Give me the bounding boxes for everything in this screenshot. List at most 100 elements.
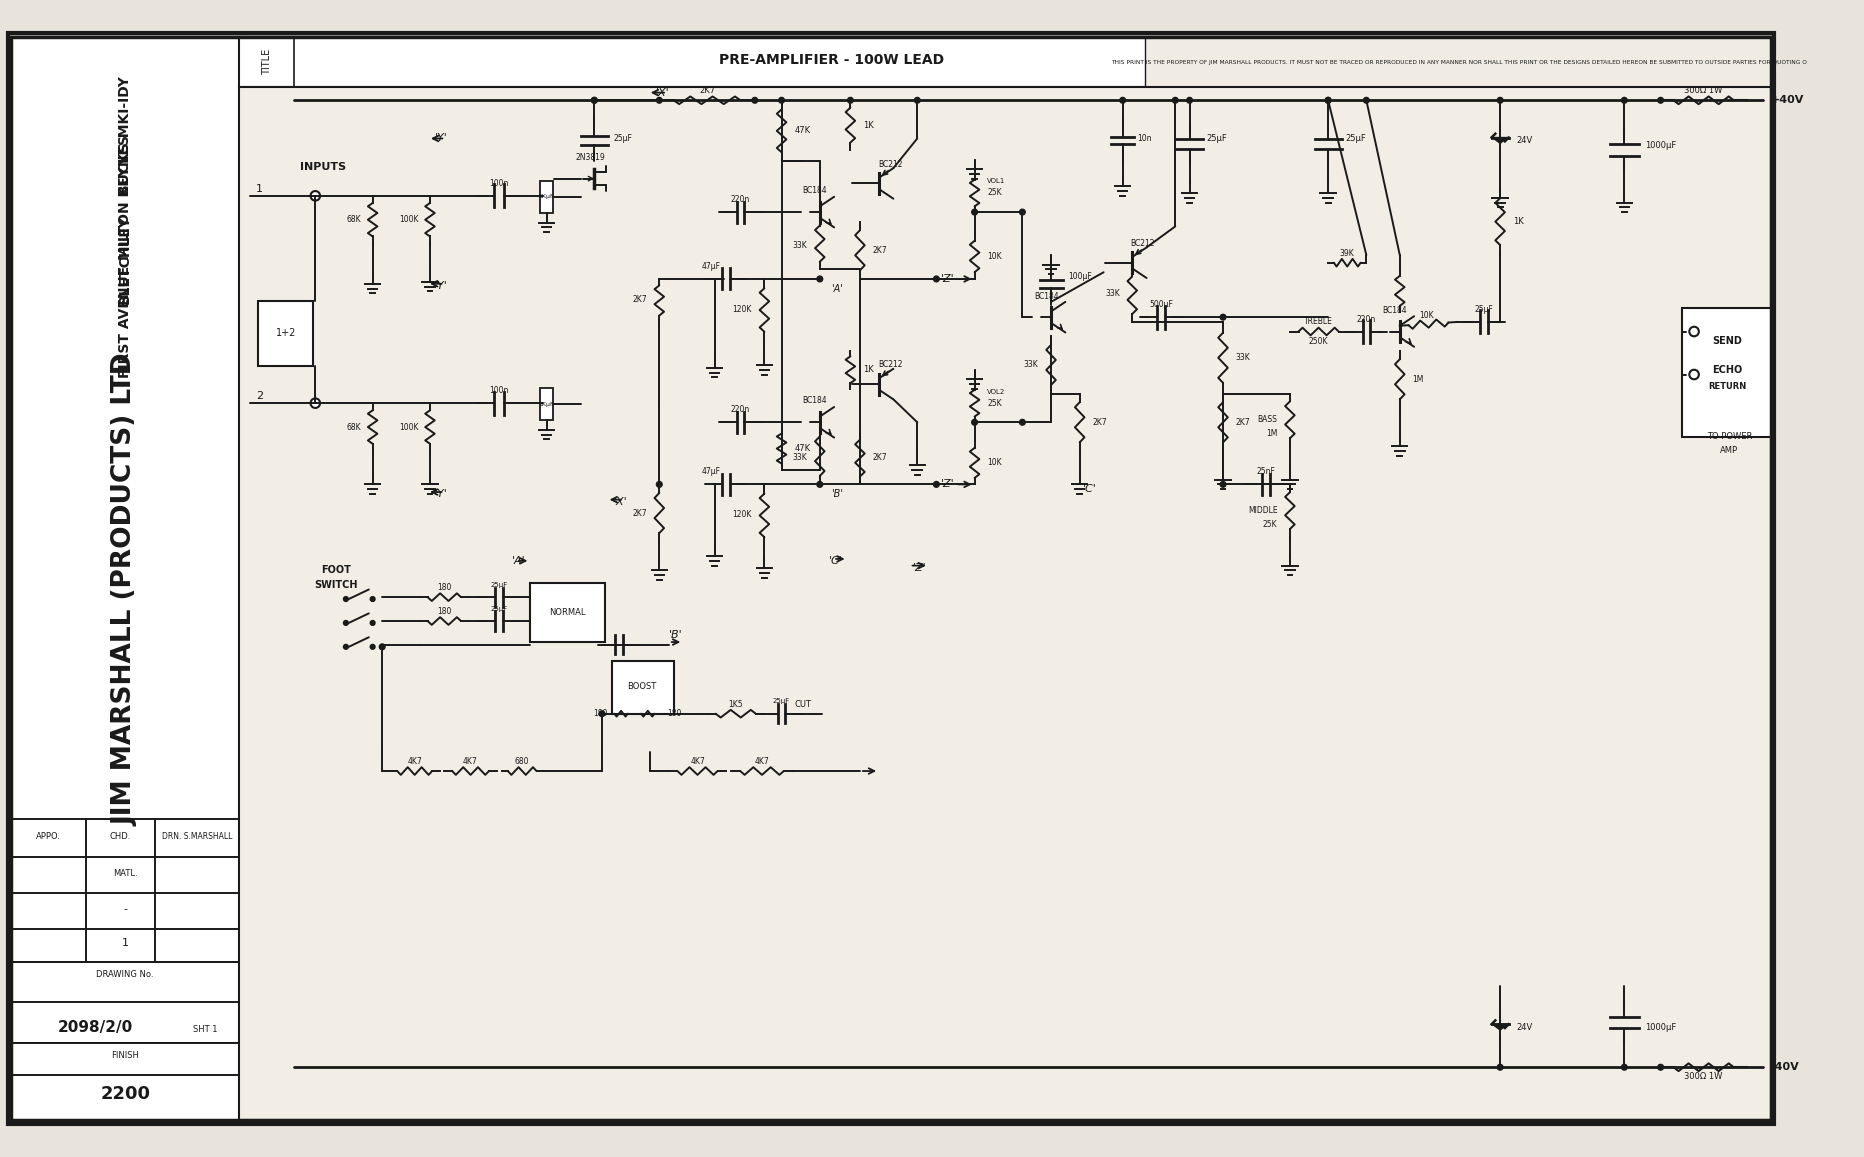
Text: BC212: BC212 <box>878 160 902 169</box>
Circle shape <box>311 398 321 408</box>
Text: 2K7: 2K7 <box>632 509 647 517</box>
Text: MATL.: MATL. <box>114 869 138 878</box>
Text: NORMAL: NORMAL <box>550 607 585 617</box>
Bar <box>539 180 554 213</box>
Text: 1+2: 1+2 <box>276 329 296 338</box>
Text: BLETCHLEY: BLETCHLEY <box>117 215 132 304</box>
Text: CUT: CUT <box>794 700 811 708</box>
Circle shape <box>1657 97 1663 103</box>
Text: 39K: 39K <box>1338 249 1353 258</box>
Circle shape <box>656 481 662 487</box>
Circle shape <box>1172 97 1178 103</box>
Text: 1000μF: 1000μF <box>1644 1023 1676 1032</box>
Text: 68K: 68K <box>347 422 362 432</box>
Text: 'X': 'X' <box>613 496 628 507</box>
Text: 2N3819: 2N3819 <box>576 153 606 162</box>
Circle shape <box>1689 326 1698 337</box>
Text: SEND: SEND <box>1711 336 1741 346</box>
Bar <box>239 87 1769 1120</box>
Circle shape <box>591 97 596 103</box>
Text: BC184: BC184 <box>1033 292 1059 301</box>
Circle shape <box>1497 1064 1502 1070</box>
Text: 2200: 2200 <box>101 1085 151 1103</box>
Text: 1K: 1K <box>863 366 872 374</box>
Text: 220n: 220n <box>731 196 749 204</box>
Text: 100μF: 100μF <box>1068 272 1092 281</box>
Text: 2K7: 2K7 <box>1092 418 1105 427</box>
Circle shape <box>816 481 822 487</box>
Bar <box>11 37 239 1120</box>
Text: BUCKS MKI-IDY: BUCKS MKI-IDY <box>117 76 132 196</box>
Circle shape <box>1020 209 1025 215</box>
Bar <box>539 388 554 420</box>
Text: 'B': 'B' <box>831 489 843 499</box>
Text: 180: 180 <box>436 583 451 592</box>
Text: THIS PRINT IS THE PROPERTY OF JIM MARSHALL PRODUCTS. IT MUST NOT BE TRACED OR RE: THIS PRINT IS THE PROPERTY OF JIM MARSHA… <box>1111 59 1806 65</box>
Text: -40V: -40V <box>1769 1062 1799 1073</box>
Text: 180: 180 <box>593 709 608 718</box>
Circle shape <box>378 644 384 650</box>
Text: RETURN: RETURN <box>1707 383 1747 391</box>
Text: DRAWING No.: DRAWING No. <box>97 970 155 979</box>
Text: 25μF: 25μF <box>1206 134 1227 143</box>
Circle shape <box>971 419 977 425</box>
Circle shape <box>371 620 375 625</box>
Text: 25K: 25K <box>1262 519 1277 529</box>
Text: 100n: 100n <box>488 179 509 187</box>
Text: BC184: BC184 <box>1381 305 1407 315</box>
Text: 100K: 100K <box>399 422 418 432</box>
Text: 25μF: 25μF <box>1344 134 1364 143</box>
Circle shape <box>1219 481 1225 487</box>
Circle shape <box>1186 97 1191 103</box>
Circle shape <box>311 191 321 200</box>
Circle shape <box>971 209 977 215</box>
Circle shape <box>343 597 349 602</box>
Text: 47K: 47K <box>794 443 811 452</box>
Text: 24V: 24V <box>1515 135 1532 145</box>
Text: 2K7: 2K7 <box>872 245 887 255</box>
Circle shape <box>934 277 939 282</box>
Text: 4K7: 4K7 <box>753 757 768 766</box>
Text: 2: 2 <box>255 391 263 401</box>
Bar <box>1144 37 1771 87</box>
Text: 250K: 250K <box>1309 337 1327 346</box>
Text: 1KμF: 1KμF <box>539 401 554 406</box>
Text: 220n: 220n <box>1355 315 1376 324</box>
Circle shape <box>656 97 662 103</box>
Text: 680: 680 <box>514 757 529 766</box>
Text: 25μF: 25μF <box>613 134 632 143</box>
Circle shape <box>913 97 919 103</box>
Text: 'Y': 'Y' <box>434 281 447 290</box>
Text: 10K: 10K <box>986 252 1001 261</box>
Circle shape <box>1020 419 1025 425</box>
Text: 180: 180 <box>667 709 682 718</box>
Text: 'A': 'A' <box>831 283 843 294</box>
Text: 25K: 25K <box>986 399 1001 407</box>
Text: 300Ω 1W: 300Ω 1W <box>1683 87 1722 95</box>
Text: 25μF: 25μF <box>490 605 507 612</box>
Text: 2K7: 2K7 <box>872 454 887 462</box>
Text: 4K7: 4K7 <box>406 757 421 766</box>
Text: 'A': 'A' <box>513 555 526 566</box>
Text: 'Z': 'Z' <box>941 274 954 283</box>
Text: 4K7: 4K7 <box>462 757 477 766</box>
Text: 1K: 1K <box>1514 218 1523 226</box>
Text: 25nF: 25nF <box>1256 467 1275 477</box>
Bar <box>11 1044 239 1120</box>
Text: AMP: AMP <box>1719 447 1737 456</box>
Text: 25μF: 25μF <box>1474 305 1493 314</box>
Text: SWITCH: SWITCH <box>315 580 358 590</box>
Text: 47μF: 47μF <box>701 261 720 271</box>
Text: 1K: 1K <box>863 120 872 130</box>
Text: BC184: BC184 <box>802 185 826 194</box>
Circle shape <box>1620 1064 1625 1070</box>
Text: PRE-AMPLIFIER - 100W LEAD: PRE-AMPLIFIER - 100W LEAD <box>718 53 943 67</box>
Text: -: - <box>123 905 127 914</box>
Text: 'Y': 'Y' <box>434 133 447 143</box>
Text: 24V: 24V <box>1515 1023 1532 1032</box>
Text: 33K: 33K <box>792 241 807 250</box>
Text: TREBLE: TREBLE <box>1303 317 1333 326</box>
Text: 'C': 'C' <box>1081 484 1096 494</box>
Bar <box>239 37 1769 87</box>
Text: BC184: BC184 <box>802 396 826 405</box>
